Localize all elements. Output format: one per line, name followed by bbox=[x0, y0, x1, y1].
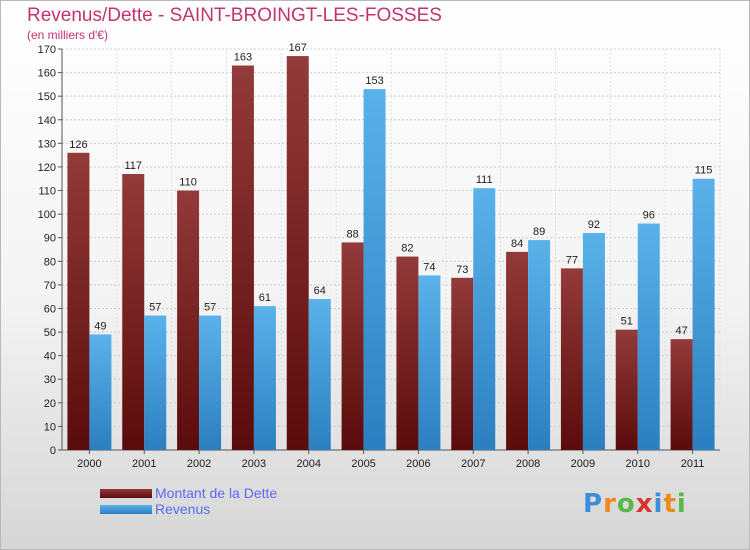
data-label-dette: 51 bbox=[621, 316, 633, 328]
data-label-dette: 47 bbox=[675, 325, 687, 337]
bar-dette bbox=[506, 251, 529, 450]
data-label-revenus: 74 bbox=[423, 261, 435, 273]
x-tick-label: 2002 bbox=[187, 458, 211, 470]
data-label-dette: 73 bbox=[456, 264, 468, 276]
logo-letter: r bbox=[603, 489, 617, 519]
bar-revenus bbox=[528, 240, 551, 450]
grid-lines bbox=[61, 48, 721, 451]
x-tick-label: 2001 bbox=[132, 458, 156, 470]
logo-letter: x bbox=[635, 489, 654, 519]
legend-label-dette: Montant de la Dette bbox=[155, 485, 278, 501]
y-tick-label: 120 bbox=[38, 162, 56, 174]
data-label-dette: 126 bbox=[69, 139, 87, 151]
bar-dette bbox=[177, 190, 200, 450]
y-tick-label: 50 bbox=[44, 327, 56, 339]
bar-dette bbox=[670, 339, 693, 450]
x-tick-label: 2006 bbox=[406, 458, 430, 470]
x-tick-label: 2003 bbox=[242, 458, 266, 470]
bars bbox=[67, 56, 715, 451]
bar-revenus bbox=[199, 315, 222, 450]
bar-revenus bbox=[253, 306, 276, 450]
bar-dette bbox=[67, 152, 90, 450]
data-label-revenus: 61 bbox=[259, 292, 271, 304]
y-tick-label: 20 bbox=[44, 398, 56, 410]
data-label-revenus: 115 bbox=[695, 165, 713, 177]
chart-subtitle: (en milliers d'€) bbox=[27, 28, 108, 42]
y-tick-label: 90 bbox=[44, 233, 56, 245]
y-tick-label: 0 bbox=[50, 445, 56, 457]
bar-revenus bbox=[582, 232, 605, 450]
data-label-dette: 167 bbox=[289, 42, 307, 54]
y-tick-label: 30 bbox=[44, 374, 56, 386]
logo-letter: i bbox=[676, 489, 687, 519]
data-label-dette: 163 bbox=[234, 52, 252, 64]
bar-revenus bbox=[144, 315, 167, 450]
x-tick-label: 2007 bbox=[461, 458, 485, 470]
y-tick-label: 160 bbox=[38, 68, 56, 80]
y-tick-label: 100 bbox=[38, 209, 56, 221]
data-label-revenus: 89 bbox=[533, 226, 545, 238]
bar-dette bbox=[396, 256, 419, 450]
y-tick-label: 70 bbox=[44, 280, 56, 292]
y-tick-label: 170 bbox=[38, 44, 56, 56]
y-tick-label: 10 bbox=[44, 421, 56, 433]
legend-swatch-dette bbox=[100, 489, 152, 498]
data-label-dette: 88 bbox=[346, 228, 358, 240]
x-tick-label: 2005 bbox=[351, 458, 375, 470]
data-label-revenus: 49 bbox=[94, 320, 106, 332]
data-label-dette: 110 bbox=[179, 177, 197, 189]
data-label-revenus: 57 bbox=[149, 302, 161, 314]
data-label-dette: 84 bbox=[511, 238, 523, 250]
data-label-revenus: 153 bbox=[365, 75, 383, 87]
x-tick-label: 2011 bbox=[681, 458, 705, 470]
axes: 0 10 20 30 40 50 60 70 80 90 100 110 120 130 140 150 160… bbox=[38, 44, 720, 470]
data-label-revenus: 64 bbox=[314, 285, 326, 297]
bar-dette bbox=[231, 65, 254, 450]
bar-dette bbox=[341, 242, 364, 450]
data-label-revenus: 111 bbox=[476, 174, 493, 186]
proxiti-logo: Proxiti bbox=[583, 489, 687, 519]
chart-title: Revenus/Dette - SAINT-BROINGT-LES-FOSSES bbox=[27, 5, 442, 26]
logo-letter: i bbox=[653, 489, 664, 519]
legend-swatch-revenus bbox=[100, 505, 152, 514]
bar-dette bbox=[615, 329, 638, 450]
logo-letter: P bbox=[583, 489, 604, 519]
y-tick-label: 80 bbox=[44, 256, 56, 268]
logo-letter: t bbox=[663, 489, 677, 519]
bar-revenus bbox=[418, 275, 441, 450]
data-labels: 126 49 117 57 110 57 163 61 167 64 88 153 82 74 73 111 8… bbox=[69, 42, 712, 337]
x-tick-label: 2008 bbox=[516, 458, 540, 470]
y-tick-label: 40 bbox=[44, 351, 56, 363]
data-label-dette: 82 bbox=[401, 243, 413, 255]
data-label-revenus: 96 bbox=[643, 210, 655, 222]
data-label-dette: 117 bbox=[124, 160, 142, 172]
data-label-dette: 77 bbox=[566, 254, 578, 266]
y-tick-label: 130 bbox=[38, 138, 56, 150]
bar-dette bbox=[451, 277, 474, 450]
y-tick-label: 60 bbox=[44, 303, 56, 315]
bar-revenus bbox=[637, 223, 660, 450]
bar-revenus bbox=[363, 89, 386, 450]
bar-dette bbox=[122, 174, 145, 451]
bar-revenus bbox=[89, 334, 112, 450]
bar-revenus bbox=[473, 188, 496, 450]
y-tick-label: 110 bbox=[38, 186, 56, 198]
bar-revenus bbox=[692, 178, 715, 450]
x-tick-label: 2009 bbox=[571, 458, 595, 470]
y-tick-label: 140 bbox=[38, 115, 56, 127]
bar-dette bbox=[286, 56, 309, 450]
x-tick-label: 2004 bbox=[297, 458, 321, 470]
x-tick-label: 2010 bbox=[626, 458, 650, 470]
y-tick-label: 150 bbox=[38, 91, 56, 103]
logo-letter: o bbox=[616, 489, 636, 519]
x-tick-label: 2000 bbox=[77, 458, 101, 470]
bar-revenus bbox=[308, 299, 331, 450]
data-label-revenus: 57 bbox=[204, 302, 216, 314]
legend-label-revenus: Revenus bbox=[155, 501, 211, 517]
data-label-revenus: 92 bbox=[588, 219, 600, 231]
bar-dette bbox=[560, 268, 583, 450]
